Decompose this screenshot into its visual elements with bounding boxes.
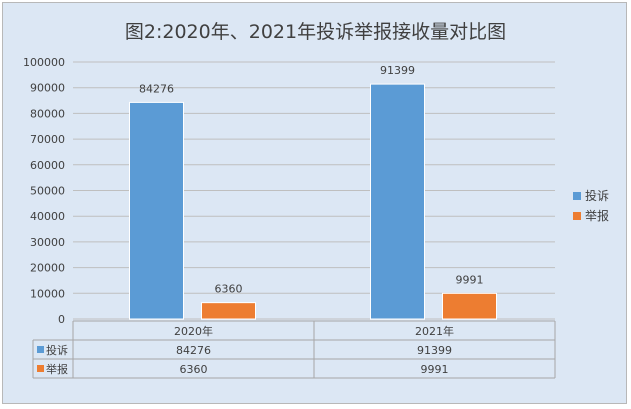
bar-举报-0	[201, 302, 256, 320]
y-tick-label: 50000	[30, 185, 65, 198]
y-tick-label: 70000	[30, 133, 65, 146]
table-cell: 6360	[180, 363, 208, 376]
data-label: 9991	[456, 273, 484, 286]
table-cell: 9991	[421, 363, 449, 376]
table-cell: 84276	[176, 344, 211, 357]
data-label: 6360	[215, 283, 243, 296]
y-tick-label: 10000	[30, 287, 65, 300]
y-tick-label: 0	[58, 313, 65, 326]
y-tick-label: 40000	[30, 210, 65, 223]
y-tick-label: 20000	[30, 262, 65, 275]
y-tick-label: 100000	[23, 56, 65, 69]
y-tick-label: 90000	[30, 82, 65, 95]
table-legend-key	[37, 346, 44, 353]
table-series-label: 举报	[46, 362, 68, 376]
category-label: 2021年	[415, 324, 454, 338]
category-label: 2020年	[174, 324, 213, 338]
bar-投诉-1	[370, 83, 425, 320]
bar-投诉-0	[129, 101, 184, 320]
y-tick-label: 30000	[30, 236, 65, 249]
legend-key-投诉	[573, 192, 581, 200]
y-tick-label: 60000	[30, 159, 65, 172]
table-cell: 91399	[417, 344, 452, 357]
table-series-label: 投诉	[46, 343, 68, 357]
legend-label: 举报	[585, 208, 609, 223]
legend-key-举报	[573, 212, 581, 220]
chart-title: 图2:2020年、2021年投诉举报接收量对比图	[124, 21, 507, 43]
bar-举报-1	[442, 292, 497, 320]
bar-chart: 0 10000 20000 30000 40000 50000 60000 70000 8000…	[23, 56, 609, 379]
data-label: 91399	[380, 64, 415, 77]
chart-area: 图2:2020年、2021年投诉举报接收量对比图 0 10000 20000 3000…	[2, 2, 627, 404]
y-tick-label: 80000	[30, 107, 65, 120]
table-legend-key	[37, 365, 44, 372]
legend-label: 投诉	[585, 188, 609, 203]
data-label: 84276	[139, 82, 174, 95]
